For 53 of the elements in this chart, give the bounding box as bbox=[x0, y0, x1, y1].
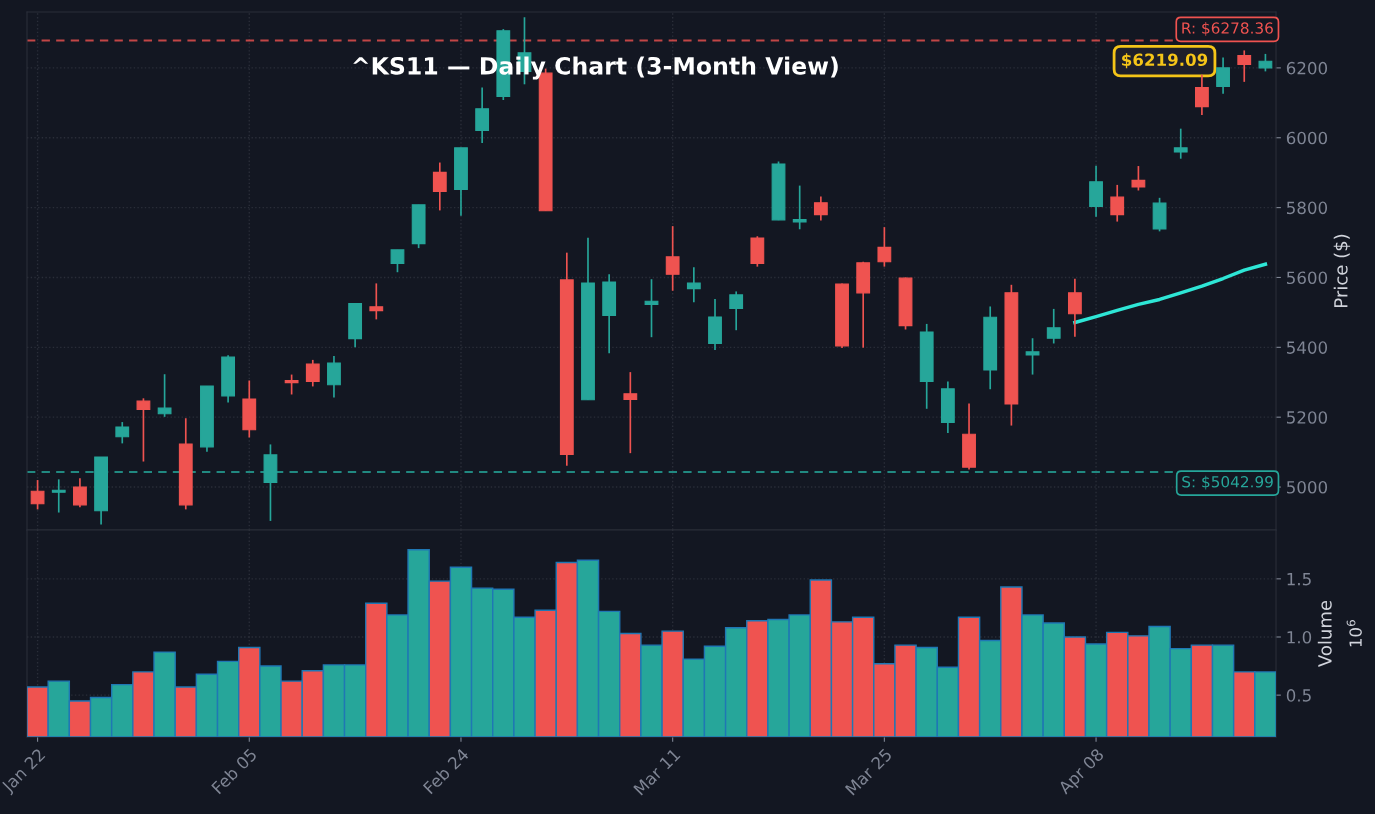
candlestick bbox=[644, 278, 659, 339]
candlestick bbox=[665, 225, 680, 292]
candlestick bbox=[1110, 184, 1125, 223]
y-tick-label: 5000 bbox=[1287, 481, 1328, 494]
y-tick-label: 5400 bbox=[1287, 341, 1328, 354]
candlestick bbox=[475, 86, 490, 144]
annotation: $6219.09 bbox=[1122, 53, 1208, 69]
candlestick bbox=[136, 397, 151, 463]
candlestick bbox=[305, 359, 320, 388]
candlestick bbox=[1195, 74, 1209, 116]
y-tick-label: 5600 bbox=[1287, 271, 1328, 285]
candlestick bbox=[327, 355, 341, 399]
candlestick bbox=[432, 161, 447, 212]
candlestick bbox=[51, 478, 66, 514]
candlestick bbox=[157, 373, 172, 418]
x-tick-label: Apr 08 bbox=[1057, 747, 1107, 798]
y-tick-label: 1.0 bbox=[1287, 630, 1312, 644]
candlestick bbox=[686, 266, 701, 304]
candlestick bbox=[390, 249, 405, 274]
y-tick-label: 1.5 bbox=[1287, 573, 1311, 586]
candlestick bbox=[1173, 127, 1188, 160]
x-tick-label: Feb 05 bbox=[210, 747, 258, 795]
y-tick-label: 5200 bbox=[1287, 411, 1328, 424]
y-axis-title: Volume bbox=[1317, 600, 1332, 667]
candlestick bbox=[1025, 337, 1040, 376]
x-tick-label: Mar 25 bbox=[844, 747, 893, 796]
x-tick-label: Jan 22 bbox=[0, 748, 48, 796]
candlestick bbox=[729, 290, 744, 332]
candlestick bbox=[1237, 49, 1252, 83]
candlestick bbox=[877, 226, 892, 268]
candlestick bbox=[1067, 278, 1082, 338]
x-tick-label: Mar 11 bbox=[633, 748, 681, 796]
line-series bbox=[1073, 262, 1268, 325]
x-tick-label: Feb 24 bbox=[422, 747, 470, 795]
candlestick bbox=[30, 479, 45, 511]
candlestick bbox=[369, 282, 384, 321]
candlestick bbox=[284, 373, 299, 396]
ref-line-label: S: $5042.99 bbox=[1182, 475, 1273, 490]
candlestick bbox=[1046, 308, 1061, 345]
candlestick bbox=[792, 184, 807, 231]
y-tick-label: 5800 bbox=[1287, 201, 1328, 215]
y-tick-label: 0.5 bbox=[1286, 689, 1311, 702]
candlestick bbox=[115, 421, 130, 445]
candlestick bbox=[73, 477, 87, 509]
candlestick bbox=[813, 195, 828, 222]
ref-line-label: R: $6278.36 bbox=[1182, 22, 1273, 36]
y-tick-label: 6200 bbox=[1286, 61, 1328, 75]
candlestick bbox=[1131, 165, 1146, 192]
candlestick bbox=[1216, 56, 1230, 95]
text: 10$^{6}$ bbox=[1346, 620, 1362, 647]
y-axis-title: Price ($) bbox=[1333, 234, 1351, 307]
candlestick bbox=[623, 371, 638, 454]
y-tick-label: 6000 bbox=[1286, 131, 1328, 145]
